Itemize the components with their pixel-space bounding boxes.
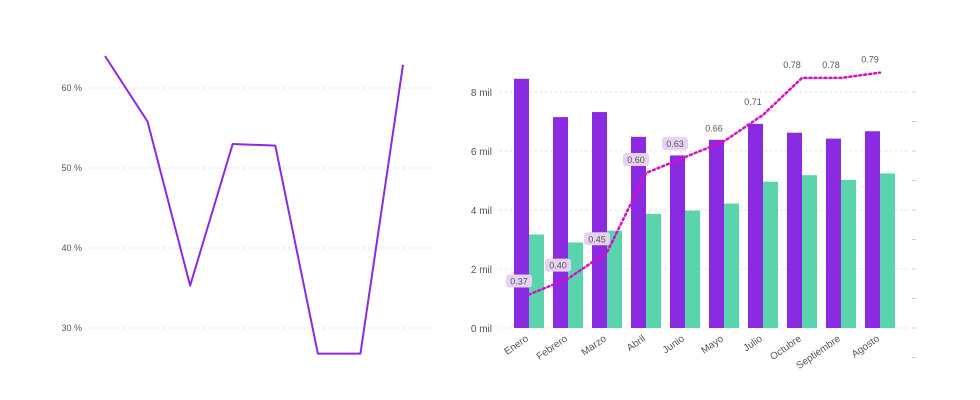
data-label: 0.79 — [861, 55, 879, 65]
bar-series-1 — [670, 155, 685, 328]
bar-series-2 — [607, 230, 622, 328]
bar-series-2 — [685, 210, 700, 328]
x-tick-label: Abril — [625, 333, 648, 353]
x-tick-label: Febrero — [535, 333, 570, 362]
data-label: 0.78 — [822, 60, 840, 70]
right-y-tick-label: 8 mil — [471, 88, 492, 99]
data-label-box — [662, 137, 688, 151]
bar-series-2 — [763, 181, 778, 328]
bar-series-2 — [529, 234, 544, 328]
bar-series-1 — [826, 138, 841, 328]
data-label: 0.66 — [705, 123, 723, 133]
right-y-tick-label: 6 mil — [471, 147, 492, 158]
x-tick-label: Enero — [503, 333, 532, 358]
bar-series-1 — [787, 132, 802, 328]
bar-series-1 — [592, 112, 607, 328]
bar-series-2 — [841, 179, 856, 328]
x-tick-label: Octubre — [768, 333, 804, 363]
bar-series-2 — [646, 213, 661, 328]
data-label-box — [623, 153, 649, 167]
line-series-dotted — [527, 71, 882, 296]
right-y-tick-label: 0 mil — [471, 324, 492, 335]
left-series-line — [104, 55, 404, 355]
left-y-tick-label: 50 % — [61, 163, 82, 173]
data-label-box — [584, 232, 610, 246]
data-label-box — [545, 258, 571, 272]
data-label: 0.40 — [549, 261, 567, 271]
bar-series-1 — [709, 139, 724, 328]
right-combo-chart: 0 mil 2 mil 4 mil 6 mil 8 mil Enero Febrero Mar… — [471, 55, 916, 372]
right-y-tick-label: 2 mil — [471, 265, 492, 276]
bar-series-1 — [514, 78, 529, 328]
x-tick-label: Junio — [661, 333, 687, 356]
bar-series-1 — [553, 117, 568, 328]
left-y-tick-label: 40 % — [61, 243, 82, 253]
data-label: 0.78 — [783, 60, 801, 70]
bar-series-2 — [802, 175, 817, 328]
data-label-box — [506, 274, 532, 288]
data-label: 0.60 — [627, 155, 645, 165]
data-label: 0.45 — [588, 234, 606, 244]
left-y-tick-label: 30 % — [61, 323, 82, 333]
x-tick-label: Agosto — [850, 333, 882, 360]
data-label: 0.63 — [666, 139, 684, 149]
x-tick-label: Julio — [742, 333, 766, 354]
x-tick-label: Septiembre — [795, 333, 844, 372]
left-y-tick-label: 60 % — [61, 83, 82, 93]
bar-series-1 — [748, 123, 763, 328]
bar-series-2 — [724, 203, 739, 328]
bar-series-1 — [865, 131, 880, 328]
bar-series-1 — [631, 136, 646, 328]
x-tick-label: Mayo — [699, 333, 726, 356]
bar-series-2 — [880, 173, 895, 328]
left-line-chart: 30 % 40 % 50 % 60 % — [61, 55, 430, 355]
right-y-tick-label: 4 mil — [471, 206, 492, 217]
data-label: 0.37 — [510, 277, 528, 287]
bar-series-2 — [568, 242, 583, 328]
x-tick-label: Marzo — [580, 333, 609, 358]
data-label: 0.71 — [744, 97, 762, 107]
